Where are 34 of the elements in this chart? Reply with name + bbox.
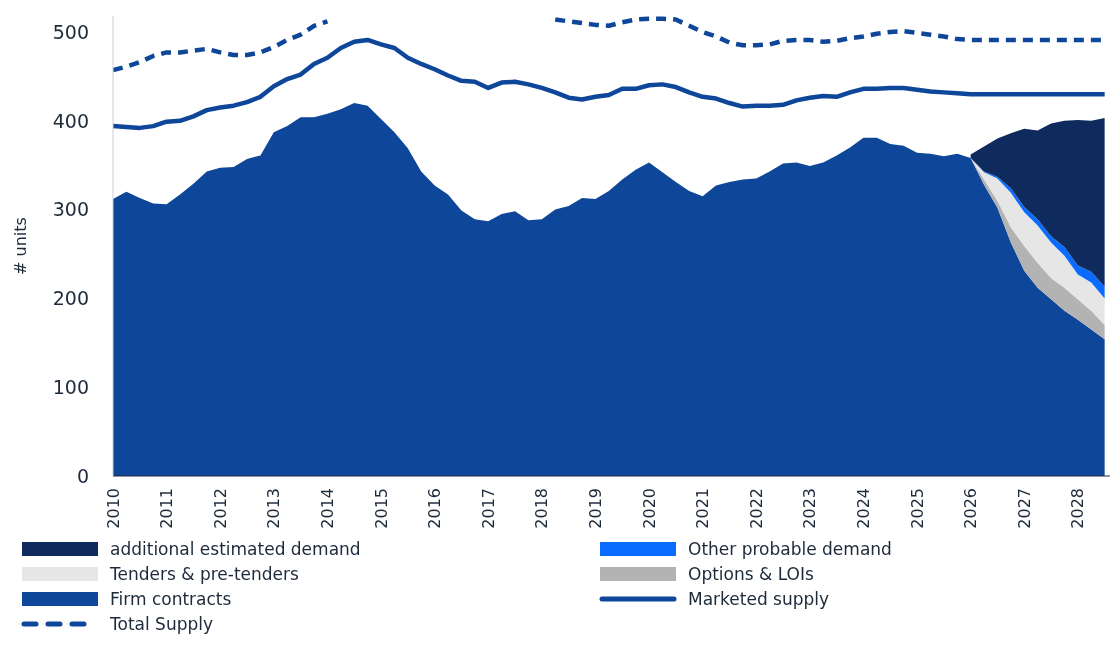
legend-label: Total Supply [110,614,214,634]
y-tick-label: 100 [52,375,89,398]
x-tick-label: 2017 [478,488,498,529]
legend-label: Other probable demand [688,539,892,559]
y-tick-label: 200 [52,287,89,310]
x-tick-label: 2024 [853,488,873,529]
legend-label: Tenders & pre-tenders [110,564,299,584]
y-tick-label: 300 [52,198,89,221]
legend-label: Marketed supply [688,589,830,609]
x-tick-label: 2010 [103,488,123,529]
x-tick-label: 2015 [371,488,391,529]
legend-label: Firm contracts [110,589,232,609]
x-tick-label: 2026 [961,488,981,529]
x-tick-label: 2016 [425,488,445,529]
y-tick-label: 500 [52,20,89,43]
x-tick-label: 2012 [210,488,230,529]
x-tick-label: 2022 [746,488,766,529]
x-tick-label: 2019 [585,488,605,529]
x-tick-label: 2021 [693,488,713,529]
x-tick-label: 2018 [532,488,552,529]
x-tick-label: 2020 [639,488,659,529]
x-tick-label: 2025 [907,488,927,529]
y-tick-label: 400 [52,109,89,132]
y-axis-title: # units [10,217,30,275]
legend-label: Options & LOIs [688,564,814,584]
legend-label: additional estimated demand [110,539,361,559]
y-tick-label: 0 [76,464,89,487]
x-tick-label: 2013 [264,488,284,529]
x-tick-label: 2028 [1068,488,1088,529]
line-series [113,37,1107,131]
x-tick-label: 2011 [157,488,177,529]
x-tick-label: 2014 [317,488,337,529]
x-tick-label: 2027 [1014,488,1034,529]
x-tick-label: 2023 [800,488,820,529]
